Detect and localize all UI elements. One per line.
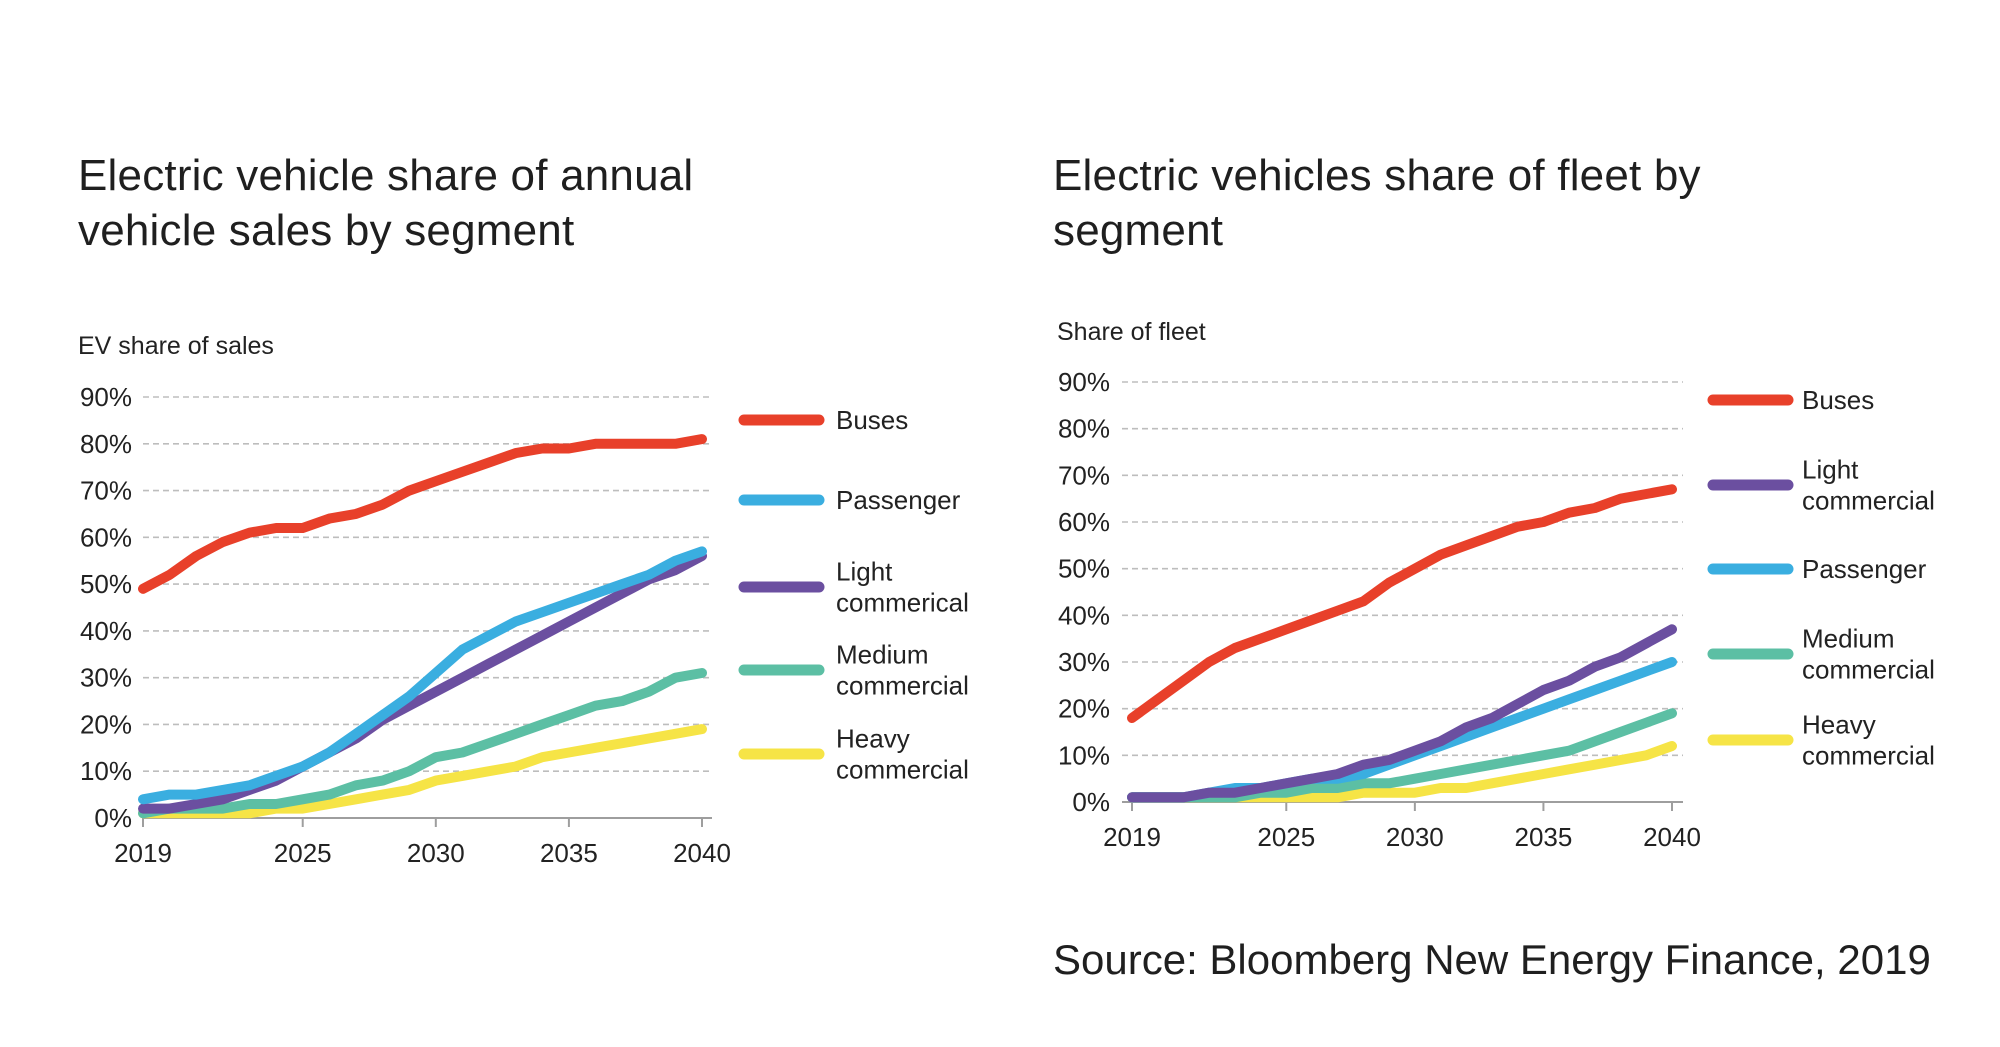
y-tick-label: 80% xyxy=(80,429,132,459)
y-tick-label: 60% xyxy=(1058,507,1110,537)
source-note: Source: Bloomberg New Energy Finance, 20… xyxy=(1053,936,1931,983)
series-line-medium-commercial xyxy=(138,668,707,819)
series-line-buses xyxy=(138,434,707,594)
chart-1: EV share of sales 0% 10% 20% 30% 40% 50% 60% 70%… xyxy=(78,332,969,868)
y-tick-label: 0% xyxy=(1072,787,1110,817)
legend-item: Light commerical xyxy=(738,557,969,618)
y-tick-label: 10% xyxy=(1058,740,1110,770)
y-tick-label: 20% xyxy=(1058,694,1110,724)
y-tick-label: 0% xyxy=(94,803,132,833)
legend-item: Heavy commercial xyxy=(738,724,969,785)
series-line-light-commerical xyxy=(138,551,707,814)
legend-item: Buses xyxy=(738,405,908,435)
x-tick-label: 2035 xyxy=(1515,822,1573,852)
series-line-passenger xyxy=(138,546,707,805)
y-tick-label: 70% xyxy=(1058,460,1110,490)
legend-label: Heavy commercial xyxy=(1802,710,1935,771)
legend-label: Passenger xyxy=(1802,554,1927,584)
x-tick-label: 2025 xyxy=(1257,822,1315,852)
legend-item: Medium commercial xyxy=(1707,624,1935,685)
series-line-heavy-commercial xyxy=(138,724,707,819)
legend-label: Light commercial xyxy=(1802,455,1935,516)
legend-label: Medium commercial xyxy=(836,640,969,701)
y-tick-label: 90% xyxy=(1058,367,1110,397)
legend-item: Passenger xyxy=(1707,554,1927,584)
y-tick-label: 50% xyxy=(1058,554,1110,584)
legend-label: Buses xyxy=(836,405,908,435)
y-axis-label: Share of fleet xyxy=(1057,318,1206,346)
y-tick-label: 30% xyxy=(1058,647,1110,677)
x-tick-label: 2030 xyxy=(407,838,465,868)
x-tick-label: 2019 xyxy=(1103,822,1161,852)
x-tick-label: 2035 xyxy=(540,838,598,868)
x-tick-label: 2025 xyxy=(274,838,332,868)
y-tick-label: 50% xyxy=(80,569,132,599)
y-tick-label: 60% xyxy=(80,522,132,552)
y-tick-label: 80% xyxy=(1058,414,1110,444)
y-tick-label: 40% xyxy=(80,616,132,646)
chart-2: Share of fleet 0% 10% 20% 30% 40% 50% 60% 70% 80%… xyxy=(1057,318,1935,852)
legend-label: Medium commercial xyxy=(1802,624,1935,685)
x-tick-label: 2040 xyxy=(1643,822,1701,852)
y-tick-label: 10% xyxy=(80,756,132,786)
y-axis-label: EV share of sales xyxy=(78,332,274,360)
chart-2-title: Electric vehicles share of fleet by segm… xyxy=(1053,151,1701,255)
y-tick-label: 30% xyxy=(80,663,132,693)
series-line-light-commercial xyxy=(1127,624,1677,803)
series-line-buses xyxy=(1127,484,1677,723)
y-tick-label: 20% xyxy=(80,709,132,739)
x-tick-label: 2019 xyxy=(114,838,172,868)
y-tick-label: 40% xyxy=(1058,600,1110,630)
legend-label: Light commerical xyxy=(836,557,969,618)
legend: Buses Passenger Light commerical Medium comme… xyxy=(738,405,969,785)
legend-item: Light commercial xyxy=(1707,455,1935,516)
x-tick-label: 2040 xyxy=(673,838,731,868)
legend-label: Heavy commercial xyxy=(836,724,969,785)
y-tick-label: 90% xyxy=(80,382,132,412)
legend-item: Buses xyxy=(1707,385,1874,415)
legend: Buses Light commercial Passenger Medium comme… xyxy=(1707,385,1935,771)
legend-item: Passenger xyxy=(738,485,961,515)
legend-label: Buses xyxy=(1802,385,1874,415)
legend-item: Medium commercial xyxy=(738,640,969,701)
x-tick-label: 2030 xyxy=(1386,822,1444,852)
y-tick-label: 70% xyxy=(80,476,132,506)
chart-1-title: Electric vehicle share of annual vehicle… xyxy=(78,151,694,255)
legend-label: Passenger xyxy=(836,485,961,515)
legend-item: Heavy commercial xyxy=(1707,710,1935,771)
